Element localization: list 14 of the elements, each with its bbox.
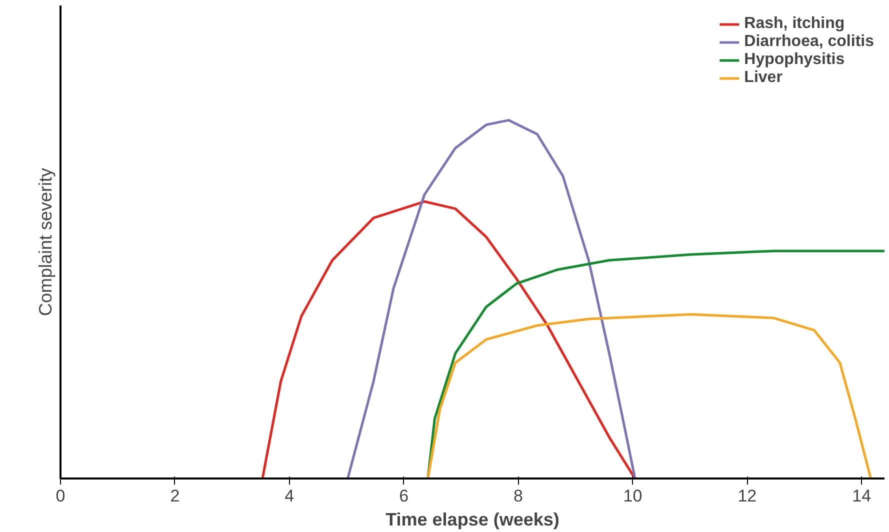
x-tick-label: 14 xyxy=(852,486,872,506)
x-tick-label: 4 xyxy=(284,486,294,506)
x-axis-title: Time elapse (weeks) xyxy=(386,510,560,530)
y-axis-title: Complaint severity xyxy=(36,168,56,316)
legend-label: Hypophysitis xyxy=(744,51,845,69)
legend-label: Diarrhoea, colitis xyxy=(744,33,874,51)
x-tick-label: 12 xyxy=(738,486,757,506)
legend-label: Rash, itching xyxy=(744,15,845,33)
x-tick-label: 8 xyxy=(514,486,524,506)
x-tick-label: 10 xyxy=(623,486,642,506)
x-tick-label: 6 xyxy=(399,486,409,506)
legend-label: Liver xyxy=(744,69,782,87)
x-tick-label: 2 xyxy=(170,486,180,506)
x-tick-label: 0 xyxy=(56,486,66,506)
